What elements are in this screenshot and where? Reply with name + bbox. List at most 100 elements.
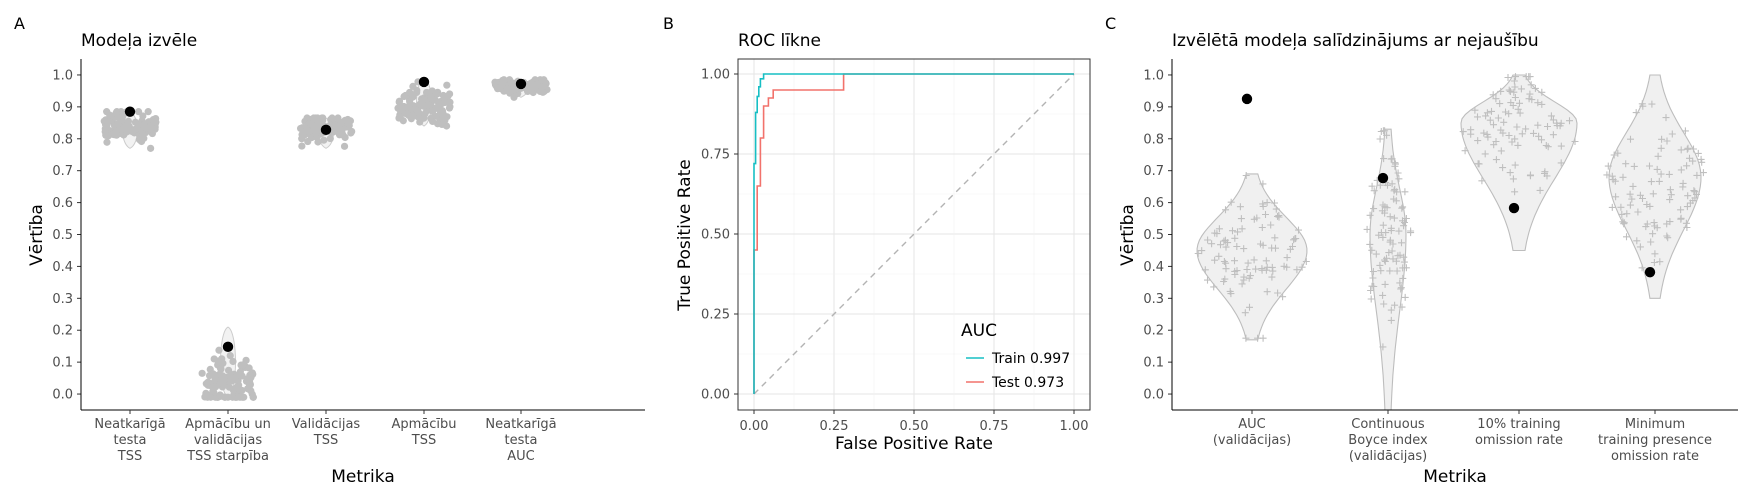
x-tick-label: Neatkarīgā [485, 417, 556, 432]
jitter-point [446, 98, 454, 106]
null-point [1279, 293, 1287, 301]
null-point [1393, 188, 1401, 196]
jitter-point [217, 365, 225, 373]
jitter-point [239, 361, 248, 369]
x-tick-label: TSS starpība [186, 449, 269, 464]
null-point [1289, 243, 1296, 250]
null-point [1666, 186, 1674, 194]
null-point [1379, 221, 1387, 229]
y-tick-label: 0.8 [1143, 132, 1164, 147]
null-point [1698, 158, 1706, 166]
x-tick-label: (validācijas) [1349, 449, 1427, 464]
jitter-point [140, 134, 148, 142]
y-tick-label: 0.1 [52, 356, 73, 371]
null-point [1398, 239, 1405, 247]
violin [1608, 74, 1702, 299]
null-point [1291, 235, 1299, 243]
roc-line-test [753, 73, 1074, 394]
null-point [1699, 169, 1707, 177]
null-point [1252, 265, 1260, 273]
null-point [1683, 145, 1691, 153]
null-point [1664, 234, 1672, 242]
jitter-point [132, 125, 141, 133]
null-point [1400, 258, 1408, 266]
x-tick-label: TSS [411, 433, 436, 448]
null-point [1222, 265, 1230, 273]
null-point [1272, 205, 1280, 213]
null-point [1571, 138, 1579, 145]
jitter-point [441, 98, 449, 106]
null-point [1257, 240, 1264, 248]
null-point [1603, 171, 1611, 179]
jitter-point [147, 144, 155, 152]
y-tick-label: 0.7 [52, 164, 73, 179]
null-point [1402, 215, 1410, 222]
null-point [1280, 262, 1288, 270]
null-point [1622, 160, 1630, 168]
panel-b-legend: AUC Train 0.997 Test 0.973 [961, 321, 1070, 391]
null-point [1611, 177, 1619, 185]
jitter-point [114, 120, 122, 128]
null-point [1268, 273, 1276, 281]
null-point [1517, 85, 1525, 93]
null-point [1380, 155, 1388, 163]
null-point [1258, 266, 1266, 274]
null-point [1390, 214, 1398, 222]
jitter-point [326, 134, 334, 143]
jitter-point [312, 129, 320, 138]
jitter-point [224, 366, 233, 374]
null-point [1557, 159, 1565, 167]
null-point [1385, 249, 1393, 257]
null-point [1544, 123, 1551, 130]
null-point [1668, 130, 1676, 138]
jitter-point [216, 391, 224, 399]
x-tick-label: Boyce index [1348, 433, 1428, 448]
null-point [1511, 94, 1519, 101]
legend-title: AUC [961, 321, 997, 341]
y-tick-label: 0.00 [701, 388, 730, 403]
null-point [1222, 206, 1229, 214]
null-point [1274, 212, 1281, 220]
null-point [1636, 191, 1644, 199]
null-point [1217, 241, 1224, 249]
x-tick-label: AUC [1238, 417, 1266, 432]
null-point [1379, 233, 1387, 241]
null-point [1526, 90, 1534, 98]
jitter-point [249, 393, 257, 401]
x-tick-label: Minimum [1625, 417, 1685, 432]
null-point [1653, 224, 1661, 232]
legend-label-test: Test 0.973 [991, 375, 1064, 391]
null-point [1511, 161, 1519, 169]
panel-b-ticks: 0.00 0.25 0.50 0.75 1.00 0.00 0.25 0.50 0.75 1.00 [701, 68, 1088, 435]
null-point [1482, 112, 1490, 120]
null-point [1480, 129, 1488, 137]
selected-model-point [320, 124, 332, 136]
null-point [1220, 278, 1228, 285]
null-point [1619, 218, 1627, 226]
panel-a-title: Modeļa izvēle [81, 31, 197, 51]
jitter-point [328, 114, 336, 122]
null-point [1263, 288, 1271, 296]
jitter-point [444, 92, 452, 100]
null-point [1250, 215, 1258, 223]
null-point [1376, 135, 1384, 143]
null-point [1486, 116, 1494, 124]
jitter-point [338, 128, 346, 136]
jitter-point [225, 383, 233, 391]
null-point [1399, 203, 1407, 211]
null-point [1643, 201, 1651, 208]
null-point [1541, 168, 1549, 176]
null-point [1244, 259, 1252, 267]
null-point [1502, 108, 1509, 116]
null-point [1204, 236, 1212, 244]
panel-a: A Modeļa izvēle 0.0 0.1 0.2 0.3 0.4 0.5 0.6 0.7… [14, 14, 645, 487]
y-tick-label: 0.2 [52, 324, 73, 339]
jitter-point [443, 81, 451, 89]
null-point [1638, 100, 1646, 108]
null-point [1246, 272, 1254, 280]
null-point [1395, 227, 1403, 235]
y-tick-label: 0.0 [1143, 388, 1164, 403]
null-point [1632, 109, 1640, 117]
null-point [1683, 203, 1691, 211]
